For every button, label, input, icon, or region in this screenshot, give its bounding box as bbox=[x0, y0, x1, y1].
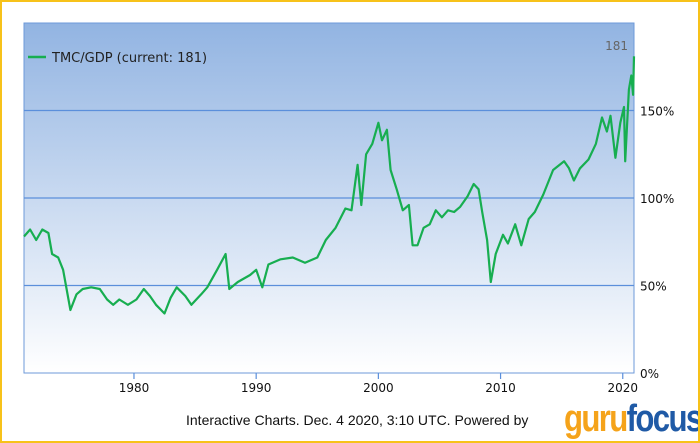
legend-label: TMC/GDP (current: 181) bbox=[51, 51, 207, 66]
footer-text: Interactive Charts. Dec. 4 2020, 3:10 UT… bbox=[186, 412, 529, 428]
y-tick-label: 150% bbox=[640, 105, 674, 119]
x-tick-label: 2010 bbox=[485, 381, 516, 395]
x-tick-label: 2020 bbox=[607, 381, 638, 395]
logo-focus: focus bbox=[626, 398, 700, 440]
last-value-label: 181 bbox=[605, 39, 628, 53]
x-tick-label: 1990 bbox=[241, 381, 272, 395]
y-tick-label: 0% bbox=[640, 367, 659, 381]
logo-guru: guru bbox=[564, 398, 628, 440]
y-tick-label: 100% bbox=[640, 192, 674, 206]
x-tick-label: 1980 bbox=[119, 381, 150, 395]
x-tick-label: 2000 bbox=[363, 381, 394, 395]
series-line bbox=[23, 56, 636, 315]
y-tick-label: 50% bbox=[640, 280, 667, 294]
gurufocus-logo[interactable]: gurufocus bbox=[564, 398, 700, 440]
